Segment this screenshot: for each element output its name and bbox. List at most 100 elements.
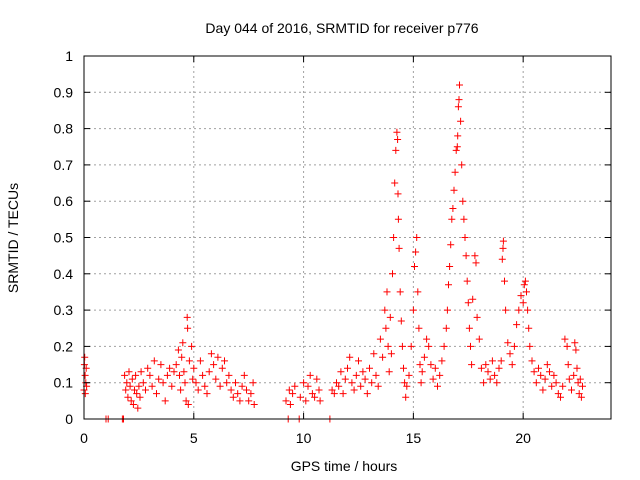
- data-point: [185, 357, 193, 365]
- data-point: [81, 371, 89, 379]
- data-point: [395, 244, 403, 252]
- data-point: [508, 361, 516, 369]
- x-tick-labels: 0 5 10 15 20: [80, 430, 531, 446]
- data-point: [390, 234, 398, 241]
- data-point: [458, 161, 466, 169]
- data-point: [315, 386, 323, 394]
- data-point: [475, 335, 483, 343]
- data-point: [497, 357, 505, 365]
- data-point: [243, 386, 250, 394]
- data-point: [368, 379, 376, 387]
- data-point: [355, 357, 362, 365]
- data-point: [550, 371, 558, 379]
- y-tick-label: 0: [65, 411, 73, 427]
- data-point: [123, 379, 131, 387]
- data-point: [174, 346, 182, 354]
- data-point: [571, 339, 579, 347]
- data-point: [402, 393, 410, 401]
- data-point: [548, 382, 556, 390]
- data-point: [425, 342, 433, 350]
- data-point: [563, 342, 571, 350]
- data-point: [396, 288, 404, 296]
- data-point: [519, 299, 527, 307]
- y-tick-label: 1: [65, 48, 73, 64]
- data-point: [234, 390, 242, 398]
- data-point: [214, 353, 222, 361]
- data-point: [493, 379, 501, 387]
- data-point: [397, 317, 405, 325]
- data-point: [188, 342, 196, 350]
- data-point: [313, 375, 321, 383]
- data-point: [194, 386, 202, 394]
- data-point: [525, 324, 533, 332]
- data-point: [559, 382, 567, 390]
- data-point: [247, 390, 255, 398]
- data-point: [361, 375, 369, 383]
- data-point: [456, 81, 463, 89]
- data-point: [379, 353, 387, 361]
- data-point: [398, 342, 406, 350]
- data-point: [163, 371, 171, 379]
- data-point: [502, 306, 510, 314]
- data-point: [491, 371, 499, 379]
- data-point: [372, 371, 380, 379]
- data-point: [359, 368, 367, 376]
- data-point: [179, 339, 187, 347]
- data-point: [409, 306, 417, 314]
- data-point: [431, 364, 439, 372]
- chart-title: Day 044 of 2016, SRMTID for receiver p77…: [205, 20, 478, 36]
- data-point: [454, 103, 462, 111]
- data-point: [366, 364, 373, 372]
- data-point: [203, 390, 211, 398]
- x-tick-label: 15: [406, 430, 422, 446]
- data-point: [394, 215, 402, 223]
- data-point: [142, 386, 149, 394]
- data-point: [401, 379, 409, 387]
- data-point: [517, 292, 525, 300]
- data-point: [128, 375, 136, 383]
- data-point: [133, 390, 141, 398]
- data-point: [530, 368, 538, 376]
- data-point: [579, 382, 586, 390]
- data-point: [302, 397, 310, 405]
- data-point: [134, 404, 142, 412]
- data-point: [477, 364, 485, 372]
- data-point: [539, 386, 547, 394]
- data-point: [447, 241, 455, 249]
- data-point: [440, 342, 448, 350]
- data-point: [304, 382, 312, 390]
- data-point: [236, 397, 244, 405]
- data-point: [374, 382, 382, 390]
- data-point: [335, 382, 343, 390]
- data-point: [161, 397, 169, 405]
- data-point: [570, 371, 578, 379]
- data-point: [250, 401, 258, 408]
- data-point: [561, 335, 569, 343]
- data-point: [192, 379, 200, 387]
- data-point: [166, 364, 174, 372]
- data-point: [240, 371, 248, 379]
- data-point: [391, 179, 399, 187]
- data-point: [348, 379, 356, 387]
- data-point: [210, 361, 218, 369]
- data-point: [289, 390, 297, 398]
- data-point: [346, 353, 354, 361]
- data-point: [486, 375, 494, 383]
- data-point: [238, 382, 246, 390]
- data-point: [127, 397, 135, 405]
- data-point: [126, 382, 134, 390]
- data-point: [157, 361, 165, 369]
- data-point: [81, 353, 89, 361]
- data-point: [176, 371, 183, 379]
- data-point: [384, 342, 392, 350]
- data-point: [386, 313, 394, 321]
- data-point: [132, 371, 140, 379]
- data-point: [393, 128, 401, 136]
- data-point: [575, 390, 583, 398]
- data-point: [177, 386, 185, 394]
- data-point: [510, 342, 518, 350]
- data-point: [506, 350, 514, 358]
- data-point: [316, 397, 324, 405]
- data-point: [339, 390, 347, 398]
- data-point: [196, 357, 204, 365]
